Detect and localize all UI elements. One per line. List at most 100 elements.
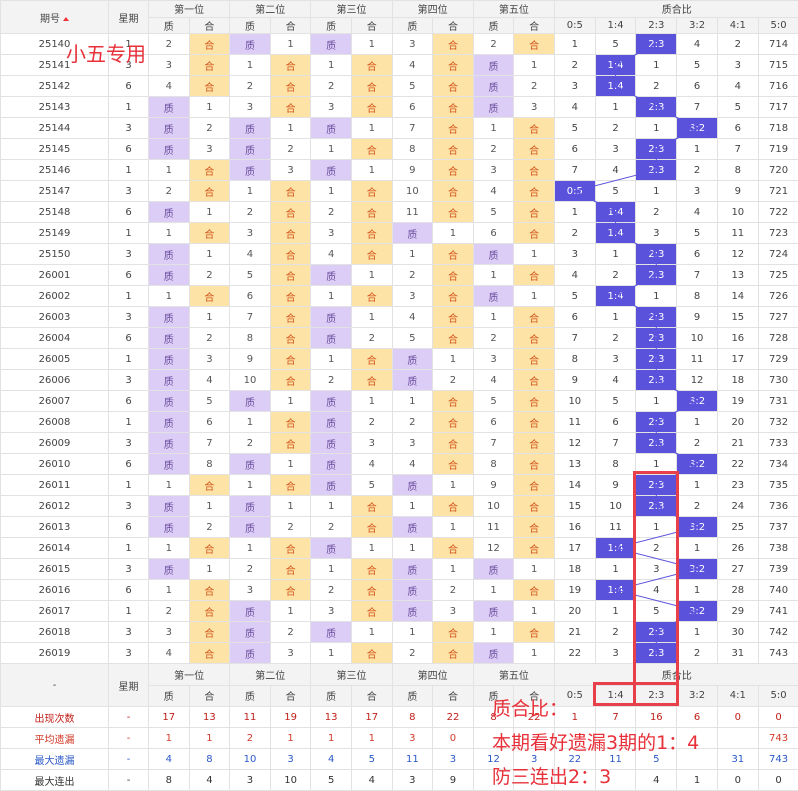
position-cell: 合 (270, 244, 311, 265)
position-cell: 3 (189, 349, 230, 370)
ratio-cell: 2 (677, 160, 718, 181)
stats-value: 4 (189, 770, 230, 791)
sub-header: 合 (433, 685, 474, 707)
ratio-cell: 1 (677, 139, 718, 160)
period: 26014 (1, 538, 109, 559)
ratio-cell: 20 (717, 412, 758, 433)
period: 26019 (1, 643, 109, 664)
ratio-cell: 28 (717, 580, 758, 601)
position-cell: 1 (351, 265, 392, 286)
position-cell: 质 (230, 34, 271, 55)
ratio-cell: 1:4 (595, 580, 636, 601)
stats-label: 平均遗漏 (1, 728, 109, 749)
stats-value: 6 (677, 707, 718, 728)
position-cell: 1 (270, 601, 311, 622)
ratio-cell: 11 (677, 349, 718, 370)
sub-header: 1:4 (595, 17, 636, 34)
ratio-cell: 3 (677, 181, 718, 202)
stats-value: 3 (270, 749, 311, 770)
position-cell: 1 (230, 181, 271, 202)
period: 26015 (1, 559, 109, 580)
stats-value: 3 (392, 770, 433, 791)
stats-label: 最大遗漏 (1, 749, 109, 770)
position-cell: 合 (189, 34, 230, 55)
ratio-cell: 3 (554, 244, 595, 265)
weekday: 1 (109, 601, 149, 622)
position-cell: 合 (351, 97, 392, 118)
weekday: 1 (109, 475, 149, 496)
stats-value: 13 (311, 707, 352, 728)
ratio-cell: 30 (717, 622, 758, 643)
ratio-cell: 1 (636, 391, 677, 412)
position-cell: 质 (230, 622, 271, 643)
position-cell: 3 (230, 97, 271, 118)
ratio-cell: 724 (758, 244, 798, 265)
sub-header: 合 (351, 685, 392, 707)
ratio-cell: 3:2 (677, 601, 718, 622)
weekday: 6 (109, 454, 149, 475)
ratio-cell: 1 (677, 622, 718, 643)
position-cell: 合 (514, 34, 555, 55)
ratio-cell: 15 (717, 307, 758, 328)
ratio-cell: 5 (677, 55, 718, 76)
ratio-cell: 25 (717, 517, 758, 538)
ratio-cell: 735 (758, 475, 798, 496)
sub-header: 合 (270, 685, 311, 707)
period: 26008 (1, 412, 109, 433)
position-cell: 合 (514, 307, 555, 328)
ratio-cell: 1:4 (595, 223, 636, 244)
position-cell: 1 (230, 412, 271, 433)
stats-value: 22 (433, 707, 474, 728)
position-cell: 合 (514, 370, 555, 391)
stats-value: 1 (311, 728, 352, 749)
position-cell: 1 (311, 559, 352, 580)
column-header: 星期 (109, 1, 149, 34)
position-cell: 3 (514, 97, 555, 118)
position-cell: 质 (230, 391, 271, 412)
ratio-cell: 3:2 (677, 559, 718, 580)
ratio-cell: 1 (595, 307, 636, 328)
stats-value: 1 (677, 770, 718, 791)
sort-icon[interactable] (63, 17, 69, 21)
position-cell: 6 (473, 223, 514, 244)
period: 25146 (1, 160, 109, 181)
position-cell: 质 (230, 160, 271, 181)
sub-header: 质 (230, 17, 271, 34)
position-cell: 6 (392, 97, 433, 118)
position-cell: 合 (433, 181, 474, 202)
position-cell: 质 (230, 601, 271, 622)
position-cell: 1 (514, 601, 555, 622)
stats-value: 2 (230, 728, 271, 749)
position-cell: 合 (514, 160, 555, 181)
position-cell: 质 (311, 538, 352, 559)
weekday: 1 (109, 538, 149, 559)
position-cell: 质 (230, 454, 271, 475)
position-cell: 2 (514, 76, 555, 97)
stats-value: 8 (189, 749, 230, 770)
position-cell: 4 (149, 643, 190, 664)
position-cell: 合 (514, 433, 555, 454)
period: 26004 (1, 328, 109, 349)
position-cell: 质 (311, 307, 352, 328)
position-cell: 合 (189, 601, 230, 622)
ratio-cell: 2 (717, 34, 758, 55)
stats-value: 743 (758, 749, 798, 770)
position-cell: 7 (392, 118, 433, 139)
weekday: 3 (109, 181, 149, 202)
period: 26001 (1, 265, 109, 286)
period: 26007 (1, 391, 109, 412)
position-cell: 1 (514, 286, 555, 307)
stats-label: 最大连出 (1, 770, 109, 791)
position-cell: 质 (149, 307, 190, 328)
position-cell: 合 (514, 475, 555, 496)
column-header: 第四位 (392, 664, 473, 686)
position-cell: 1 (351, 160, 392, 181)
ratio-cell: 2 (636, 76, 677, 97)
stats-value: 1 (189, 728, 230, 749)
period: 26006 (1, 370, 109, 391)
position-cell: 质 (311, 34, 352, 55)
